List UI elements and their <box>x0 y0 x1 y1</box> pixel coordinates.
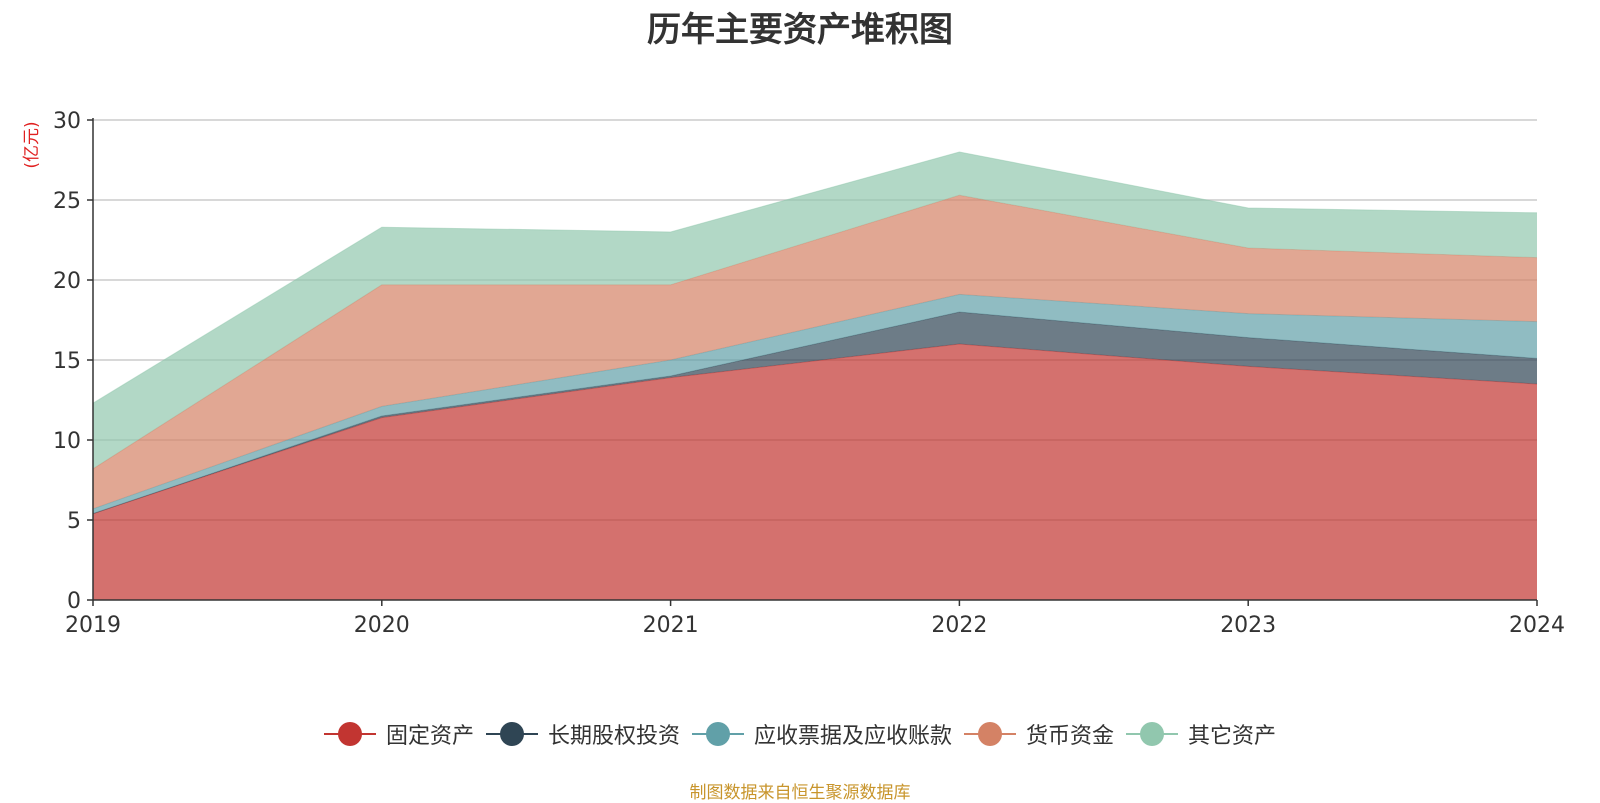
legend-label: 货币资金 <box>1026 724 1115 749</box>
data-source-footer: 制图数据来自恒生聚源数据库 <box>689 783 911 803</box>
area-series-2 <box>93 294 1537 514</box>
area-series-1 <box>93 312 1537 514</box>
legend-item-1[interactable]: 长期股权投资 <box>485 718 680 750</box>
legend-swatch-icon <box>485 722 538 746</box>
x-tick-label-2020: 2020 <box>354 613 410 638</box>
y-tick-label-15: 15 <box>53 349 81 374</box>
legend-item-3[interactable]: 货币资金 <box>964 718 1114 750</box>
y-tick-label-0: 0 <box>67 589 81 614</box>
legend-label: 固定资产 <box>385 724 474 749</box>
y-tick-label-20: 20 <box>53 269 81 294</box>
area-series <box>92 151 1538 600</box>
y-tick-label-5: 5 <box>67 509 81 534</box>
y-tick-label-10: 10 <box>53 429 81 454</box>
axes: 0 5 10 15 20 25 30 2019 2020 2021 2022 2023 2024 <box>53 109 1565 638</box>
legend-label: 其它资产 <box>1188 724 1277 749</box>
y-axis-unit: (亿元) <box>22 121 42 168</box>
legend-swatch-icon <box>964 722 1016 746</box>
y-tick-label-30: 30 <box>53 109 81 134</box>
legend-label: 长期股权投资 <box>547 724 680 749</box>
legend-item-0[interactable]: 固定资产 <box>323 718 474 750</box>
y-tick-label-25: 25 <box>53 189 81 214</box>
legend-swatch-icon <box>1126 722 1179 746</box>
x-tick-label-2021: 2021 <box>643 613 699 638</box>
legend-swatch-icon <box>691 722 744 746</box>
x-tick-label-2022: 2022 <box>931 613 987 638</box>
legend-swatch-icon <box>323 722 376 746</box>
legend-item-4[interactable]: 其它资产 <box>1126 718 1276 750</box>
area-series-3 <box>93 195 1537 509</box>
x-tick-label-2024: 2024 <box>1509 613 1565 638</box>
x-tick-label-2019: 2019 <box>65 613 121 638</box>
legend-label: 应收票据及应收账款 <box>753 724 952 749</box>
x-tick-label-2023: 2023 <box>1220 613 1276 638</box>
chart-title: 历年主要资产堆积图 <box>647 10 953 50</box>
area-series-4 <box>93 152 1537 469</box>
legend-item-2[interactable]: 应收票据及应收账款 <box>691 718 952 750</box>
area-line-4 <box>92 151 1538 404</box>
legend: 固定资产 长期股权投资 应收票据及应收账款 货币资金 其它资产 <box>0 718 1600 750</box>
area-line-3 <box>92 194 1538 470</box>
